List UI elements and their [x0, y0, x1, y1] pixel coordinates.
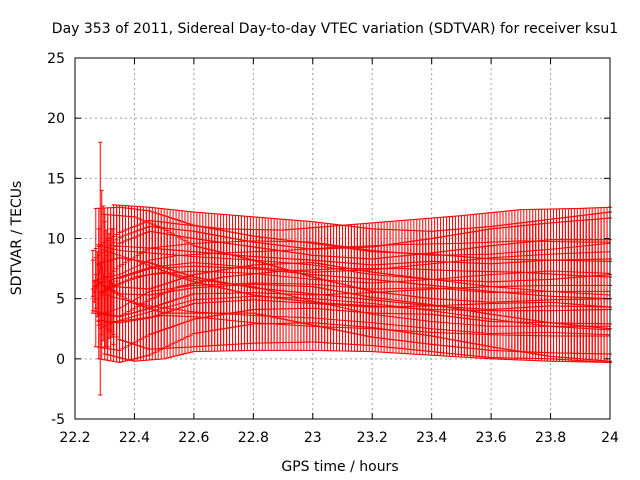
data-series	[90, 141, 612, 396]
chart-title: Day 353 of 2011, Sidereal Day-to-day VTE…	[52, 21, 618, 37]
series-10	[111, 204, 612, 290]
series-5	[93, 247, 612, 351]
series-line	[104, 314, 610, 337]
